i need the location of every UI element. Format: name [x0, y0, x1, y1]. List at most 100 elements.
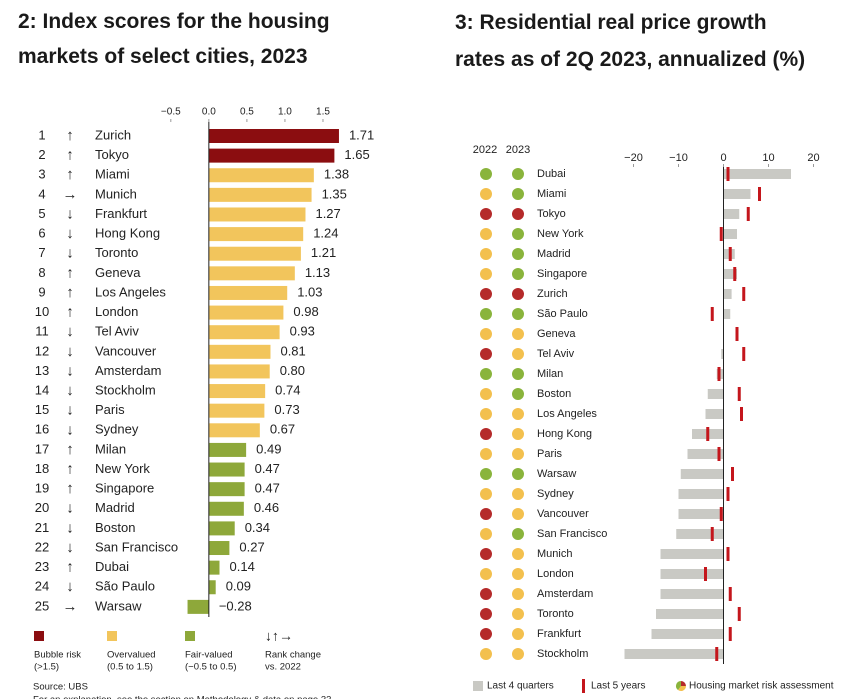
- bar: [721, 349, 724, 359]
- value-label: 0.46: [254, 500, 279, 515]
- rank: 13: [35, 363, 49, 378]
- bar: [660, 549, 724, 559]
- rank-change: ↑: [66, 147, 74, 164]
- city-label: Zurich: [537, 288, 568, 300]
- x-tick-label: 1.5: [316, 107, 330, 118]
- value-label: 0.67: [270, 422, 295, 437]
- status-dot: [480, 428, 492, 440]
- rank: 12: [35, 343, 49, 358]
- status-dot: [512, 408, 524, 420]
- value-label: 0.34: [245, 520, 270, 535]
- rank: 15: [35, 402, 49, 417]
- bar: [208, 285, 288, 300]
- bar: [208, 266, 295, 281]
- legend-label: vs. 2022: [265, 662, 301, 673]
- status-dot: [480, 288, 492, 300]
- value-label: 1.38: [324, 167, 349, 182]
- value-label: 0.14: [230, 559, 255, 574]
- city-label: Stockholm: [537, 648, 588, 660]
- city-label: Boston: [537, 388, 571, 400]
- status-dot: [480, 208, 492, 220]
- city-label: Boston: [95, 520, 135, 535]
- bar: [208, 482, 245, 497]
- rank-change: ↓: [66, 245, 74, 262]
- value-label: 1.24: [313, 226, 338, 241]
- source: Source: UBS: [33, 682, 88, 693]
- bar: [651, 629, 724, 639]
- rank: 11: [35, 324, 49, 339]
- value-label: 1.35: [322, 186, 347, 201]
- legend-swatch: [473, 681, 483, 691]
- value-label: 0.98: [293, 304, 318, 319]
- status-dot: [512, 428, 524, 440]
- note: For an explanation, see the section on M…: [33, 695, 331, 699]
- rank: 4: [38, 186, 45, 201]
- rank: 20: [35, 500, 49, 515]
- bar: [187, 599, 209, 614]
- bar: [678, 489, 724, 499]
- city-label: Tel Aviv: [95, 324, 139, 339]
- status-dot: [512, 488, 524, 500]
- legend-label: (0.5 to 1.5): [107, 662, 153, 673]
- legend-label: Fair-valued: [185, 650, 233, 661]
- city-label: Amsterdam: [537, 588, 593, 600]
- status-dot: [512, 208, 524, 220]
- chart-title: 2: Index scores for the housing markets …: [18, 10, 330, 68]
- city-label: San Francisco: [537, 528, 607, 540]
- status-dot: [512, 348, 524, 360]
- bar: [208, 364, 270, 379]
- bar: [723, 209, 740, 219]
- status-dot: [480, 188, 492, 200]
- marker: [710, 527, 714, 541]
- city-label: Sydney: [95, 422, 139, 437]
- bar: [208, 344, 271, 359]
- rank-change: ↓: [66, 519, 74, 536]
- x-tick-label: 0.0: [202, 107, 216, 118]
- city-label: Los Angeles: [95, 284, 166, 299]
- value-label: 0.73: [274, 402, 299, 417]
- legend-label: Rank change: [265, 650, 321, 661]
- rank-change: ↑: [66, 480, 74, 497]
- legend-icon: [681, 681, 686, 686]
- marker: [737, 387, 741, 401]
- rank-change: ↓: [66, 402, 74, 419]
- status-dot: [480, 228, 492, 240]
- bar: [624, 649, 724, 659]
- legend-label: (>1.5): [34, 662, 59, 673]
- status-dot: [512, 448, 524, 460]
- legend-symbols: ↓↑→: [265, 628, 293, 644]
- rank: 24: [35, 579, 49, 594]
- legend-swatch: [582, 679, 585, 693]
- status-dot: [512, 228, 524, 240]
- city-label: New York: [537, 228, 584, 240]
- marker: [733, 267, 737, 281]
- value-label: 1.21: [311, 245, 336, 260]
- city-label: Geneva: [537, 328, 576, 340]
- status-dot: [512, 308, 524, 320]
- bar: [208, 442, 247, 457]
- status-dot: [480, 268, 492, 280]
- marker: [717, 367, 721, 381]
- status-dot: [480, 368, 492, 380]
- value-label: 1.13: [305, 265, 330, 280]
- rank-change: ↑: [66, 441, 74, 458]
- status-dot: [512, 268, 524, 280]
- city-label: Amsterdam: [95, 363, 161, 378]
- bar: [660, 569, 724, 579]
- chart-title: 3: Residential real price growth rates a…: [455, 11, 806, 71]
- city-label: Munich: [537, 548, 572, 560]
- city-label: São Paulo: [537, 308, 588, 320]
- x-tick-label: 20: [807, 152, 819, 164]
- status-dot: [512, 628, 524, 640]
- rank: 6: [38, 226, 45, 241]
- marker: [728, 587, 732, 601]
- value-label: 1.71: [349, 127, 374, 142]
- x-tick-label: 0: [720, 152, 726, 164]
- status-dot: [512, 328, 524, 340]
- rank: 23: [35, 559, 49, 574]
- status-dot: [480, 328, 492, 340]
- city-label: Singapore: [95, 481, 154, 496]
- rank-change: →: [63, 186, 78, 203]
- city-label: São Paulo: [95, 579, 155, 594]
